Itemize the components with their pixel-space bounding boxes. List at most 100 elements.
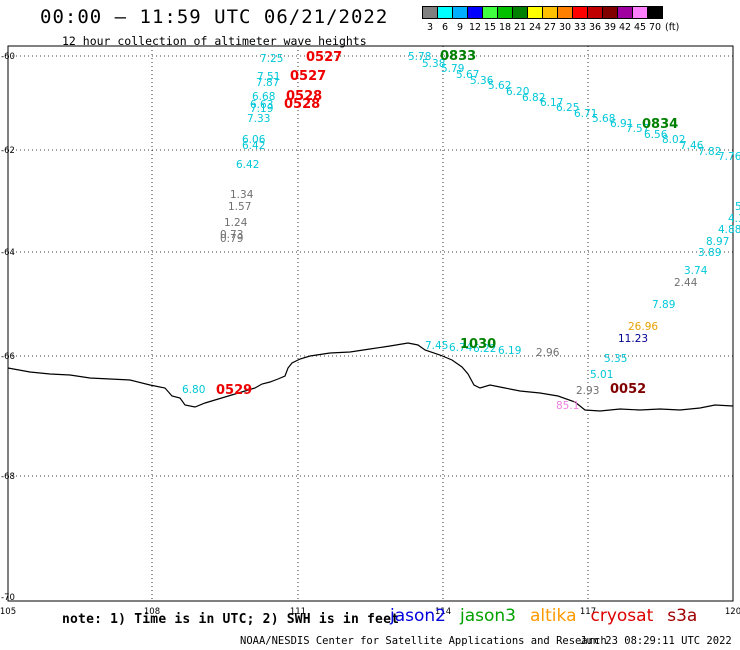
map-frame [7,45,734,602]
colorbar-label: 9 [456,22,464,33]
wave-height-label: 7.51 [257,71,280,83]
wave-height-label: 7.89 [652,299,675,311]
wave-height-label: 6.42 [242,140,265,152]
colorbar-label: 27 [543,22,557,33]
wave-height-label: 7.45 [425,340,448,352]
credit: NOAA/NESDIS Center for Satellite Applica… [240,635,607,647]
wave-height-label: 6.82 [522,92,545,104]
latitude-tick-label: -68 [1,472,15,482]
latitude-tick-label: -62 [1,146,15,156]
wave-height-label: 0.73 [220,229,243,241]
wave-height-label: 8.02 [662,134,685,146]
longitude-tick-label: 114 [435,607,451,617]
satellite-cryosat: cryosat [590,606,654,626]
wave-height-label: 5.38 [422,58,445,70]
wave-height-label: 26.96 [628,321,658,333]
wave-height-label: 6.74 [449,342,473,354]
satellite-altika: altika [530,606,577,626]
wave-height-label: 1.34 [230,189,254,201]
wave-height-label: 0.79 [220,233,243,245]
map-title: 00:00 – 11:59 UTC 06/21/2022 [40,6,389,28]
colorbar-label: 12 [468,22,482,33]
wave-height-label: 8.97 [706,236,729,248]
wave-height-label: 7.46 [680,140,704,152]
wave-height-label: 7.76 [718,151,740,163]
colorbar-label: 39 [603,22,617,33]
wave-height-label: 6.19 [498,345,521,357]
longitude-tick-label: 108 [144,607,160,617]
longitude-tick-label: 111 [290,607,306,617]
pass-time-label: 0528 [284,97,320,112]
wave-height-label: 6.71 [574,108,597,120]
wave-height-label: 7.19 [250,103,273,115]
colorbar-label: 18 [498,22,512,33]
wave-height-label: 6.91 [610,118,633,130]
wave-height-label: 7.57 [626,123,649,135]
colorbar-labels: 3 6 9 12 15 18 21 24 27 30 33 36 39 42 45 70 (ft) [422,22,680,33]
satellite-jason3: jason3 [460,606,516,626]
pass-time-label: 0529 [216,383,252,398]
colorbar-label: 3 [426,22,434,33]
wave-height-label: 7.33 [247,113,270,125]
satellite-s3a: s3a [667,606,698,626]
colorbar-label: 45 [633,22,647,33]
wave-height-label: 6.22 [473,343,496,355]
pass-time-label: 0527 [306,50,342,65]
wave-height-label: 6.63 [250,99,273,111]
graticule [8,46,733,601]
wave-height-label: 5.36 [470,75,494,87]
map-subtitle: 12 hour collection of altimeter wave hei… [62,34,367,48]
wave-height-label: 5 [735,201,740,213]
latitude-tick-label: -64 [1,248,15,258]
wave-height-label: 6.80 [182,384,205,396]
wave-height-label: 5.68 [592,113,615,125]
colorbar-label: 21 [513,22,527,33]
wave-height-label: 5.78 [408,51,431,63]
antarctic-coastline [7,342,734,412]
pass-time-label: 0834 [642,117,678,132]
colorbar-label: 33 [573,22,587,33]
latitude-labels: -60 -62 -64 -66 -68 -70 [1,52,15,603]
colorbar-unit: (ft) [665,22,680,33]
pass-time-label: 0052 [610,382,646,397]
wave-height-label: 3.89 [698,247,721,259]
wave-height-label: 7.87 [256,77,279,89]
colorbar-label: 70 [648,22,662,33]
wave-height-label: 2.44 [674,277,698,289]
wave-height-label: 5.01 [590,369,613,381]
wave-height-label: 5.67 [456,69,479,81]
wave-height-label: 2.96 [536,347,560,359]
satellite-jason2: jason2 [390,606,446,626]
colorbar-label: 24 [528,22,542,33]
wave-height-label: 6.56 [644,129,668,141]
wave-height-label: 6.68 [252,91,275,103]
footnote: note: 1) Time is in UTC; 2) SWH is in fe… [62,612,400,627]
wave-height-label: 7.25 [260,53,283,65]
wave-height-label: 5.62 [488,80,511,92]
wave-height-label: 7.82 [698,146,721,158]
colorbar-label: 6 [441,22,449,33]
wave-height-label: 1.57 [228,201,251,213]
wave-height-label: 85.1 [556,400,579,412]
latitude-tick-label: -70 [1,593,15,603]
wave-height-label: 11.23 [618,333,648,345]
latitude-tick-label: -60 [1,52,15,62]
satellite-legend: jason2 jason3 altika cryosat s3a [390,606,697,626]
wave-height-label: 4.3 [728,213,740,225]
wave-height-labels: 7.257.517.876.686.637.197.336.066.426.42… [182,51,740,412]
credit-timestamp: Jun 23 08:29:11 UTC 2022 [580,635,732,647]
wave-height-label: 6.42 [236,159,259,171]
pass-time-label: 1030 [460,337,496,352]
pass-time-label: 0527 [290,69,326,84]
wave-height-label: 4.88 [718,224,740,236]
colorbar-label: 42 [618,22,632,33]
colorbar [422,6,663,19]
longitude-tick-label: 117 [580,607,596,617]
wave-height-label: 5.35 [604,353,627,365]
wave-height-label: 2.93 [576,385,599,397]
colorbar-label: 15 [483,22,497,33]
pass-time-label: 0833 [440,49,476,64]
wave-height-label: 3.74 [684,265,708,277]
